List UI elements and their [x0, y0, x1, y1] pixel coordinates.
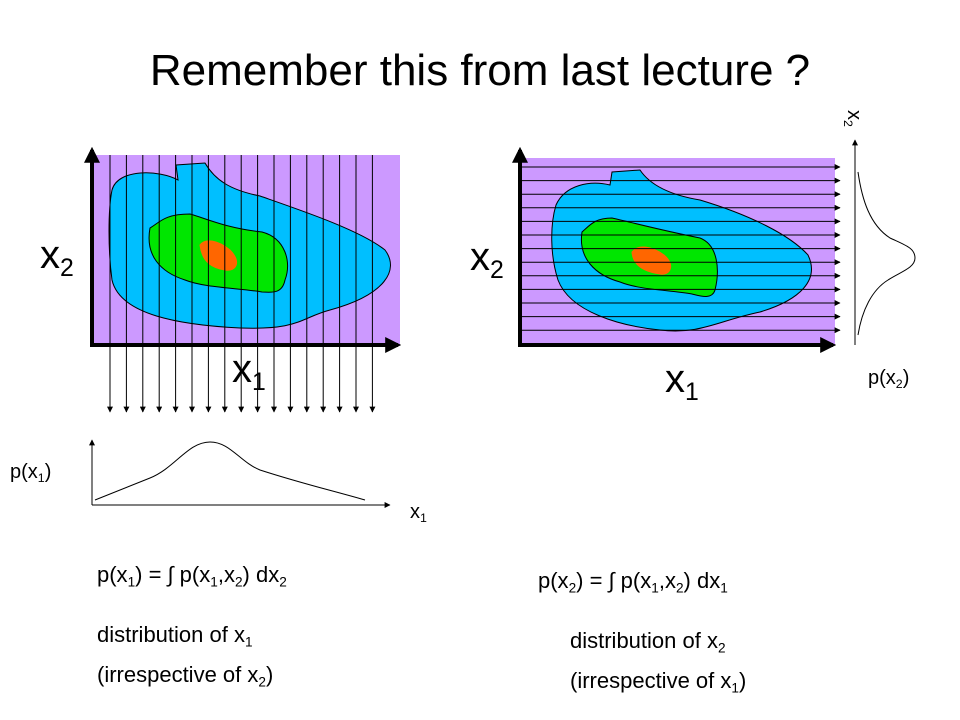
- text-run: ) = ∫ p(x: [576, 568, 651, 593]
- subscript: 2: [841, 120, 855, 127]
- subscript: 2: [896, 377, 903, 391]
- formula: p(x1) = ∫ p(x1,x2) dx2: [97, 562, 287, 589]
- subscript: 2: [235, 574, 243, 589]
- text-run: distribution of x: [570, 628, 718, 653]
- subscript: 1: [245, 634, 253, 649]
- subscript: 1: [252, 369, 266, 396]
- left-joint-plot: x2 x1 p(x1) x1 p(x1) = ∫ p(x1,x2) dx2 di…: [10, 146, 427, 689]
- description: (irrespective of x1): [570, 668, 746, 695]
- text-run: p(x: [97, 562, 128, 587]
- subscript: 1: [420, 511, 427, 525]
- text-run: x: [40, 233, 60, 277]
- right-joint-plot: x2 x1 x2 p(x2) p(x2) = ∫ p(x1,x2) dx1 di…: [470, 110, 916, 695]
- subscript: 1: [38, 471, 45, 485]
- subscript: 2: [279, 574, 287, 589]
- description: distribution of x1: [97, 622, 253, 649]
- marginal-axis-label: x2: [841, 110, 865, 127]
- text-run: p(x: [868, 367, 896, 389]
- description: (irrespective of x2): [97, 662, 273, 689]
- text-run: p(x: [538, 568, 569, 593]
- description: distribution of x2: [570, 628, 726, 655]
- subscript: 2: [676, 580, 684, 595]
- text-run: x: [410, 501, 420, 523]
- text-run: ): [266, 662, 273, 687]
- axis-label: x2: [470, 235, 504, 284]
- text-run: ): [739, 668, 746, 693]
- text-run: ) dx: [684, 568, 721, 593]
- subscript: 1: [720, 580, 728, 595]
- marginal-label: p(x2): [868, 367, 909, 391]
- text-run: (irrespective of x: [570, 668, 731, 693]
- subscript: 1: [731, 680, 739, 695]
- text-run: ): [903, 367, 910, 389]
- text-run: p(x: [10, 461, 38, 483]
- text-run: ,x: [659, 568, 676, 593]
- text-run: x: [665, 357, 685, 401]
- text-run: (irrespective of x: [97, 662, 258, 687]
- axis-label: x1: [232, 347, 266, 396]
- text-run: x: [470, 235, 490, 279]
- subscript: 1: [651, 580, 659, 595]
- marginal-label: x1: [410, 501, 427, 525]
- subscript: 1: [128, 574, 136, 589]
- marginal-label: p(x1): [10, 461, 51, 485]
- subscript: 1: [210, 574, 218, 589]
- subscript: 2: [60, 255, 74, 282]
- text-run: x: [232, 347, 252, 391]
- subscript: 1: [685, 379, 699, 406]
- title: Remember this from last lecture ?: [150, 46, 810, 95]
- marginal-curve: [94, 441, 366, 501]
- text-run: ) = ∫ p(x: [135, 562, 210, 587]
- contour-inner: [631, 246, 672, 275]
- text-run: ) dx: [243, 562, 280, 587]
- text-run: ): [45, 461, 52, 483]
- axis-label: x1: [665, 357, 699, 406]
- marginal-curve: [857, 171, 916, 336]
- subscript: 2: [718, 640, 726, 655]
- subscript: 2: [490, 257, 504, 284]
- text-run: distribution of x: [97, 622, 245, 647]
- subscript: 2: [258, 674, 266, 689]
- subscript: 2: [569, 580, 577, 595]
- text-run: x: [843, 110, 865, 120]
- text-run: ,x: [218, 562, 235, 587]
- formula: p(x2) = ∫ p(x1,x2) dx1: [538, 568, 728, 595]
- axis-label: x2: [40, 233, 74, 282]
